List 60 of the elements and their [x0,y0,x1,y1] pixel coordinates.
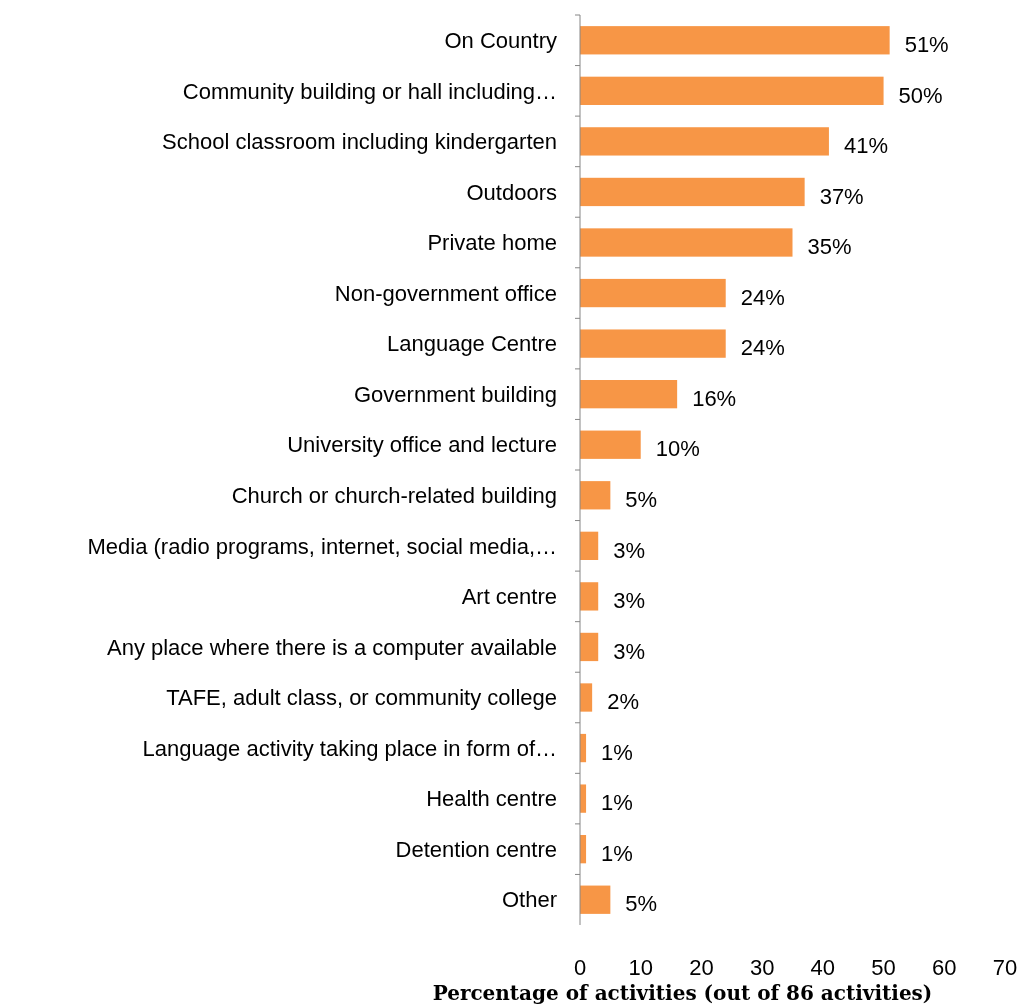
y-tick-label: Church or church-related building [231,482,557,508]
data-label: 3% [613,537,646,563]
y-tick-label: Non-government office [334,280,557,306]
bar [580,329,726,358]
x-tick-label: 0 [573,955,587,980]
data-label: 5% [625,891,658,917]
y-tick-label: University office and lecture [287,432,557,458]
y-tick-label: Private home [427,230,557,256]
y-tick-label: Community building or hall including… [182,78,557,104]
bar [580,127,829,156]
x-tick-label: 50 [871,955,896,980]
bar [580,278,726,308]
y-tick-label: Outdoors [466,179,557,205]
bar [580,582,599,611]
x-tick-label: 10 [628,955,653,980]
y-tick-label: Other [501,887,557,913]
data-label: 24% [740,284,785,310]
y-tick-label: On Country [444,27,557,53]
y-tick-label: Language Centre [386,331,557,357]
y-tick-label: Any place where there is a computer available [106,634,557,660]
bar [580,177,805,207]
y-tick-label: Language activity taking place in form of… [142,735,557,761]
bar [580,531,599,560]
data-label: 2% [607,689,639,715]
bar [580,885,611,914]
bar [580,430,641,459]
y-tick-label: Art centre [461,584,557,610]
data-label: 3% [613,638,646,664]
bar [580,380,678,409]
x-tick-label: 20 [689,955,714,980]
data-label: 5% [625,486,658,512]
data-label: 10% [655,436,700,462]
y-tick-label: Media (radio programs, internet, social media,… [87,533,557,559]
y-tick-label: TAFE, adult class, or community college [166,685,557,711]
y-tick-label: Detention centre [395,836,557,862]
data-label: 1% [601,739,633,765]
data-label: 35% [807,234,852,260]
x-axis-title: Percentage of activities (out of 86 activities) [432,981,933,1005]
data-label: 24% [740,335,785,361]
bar [580,26,890,55]
bar [580,76,884,105]
y-tick-label: Health centre [426,786,557,812]
y-tick-label: School classroom including kindergarten [162,129,557,155]
data-label: 41% [843,133,888,159]
bar [580,683,593,712]
x-tick-label: 30 [749,955,775,980]
bar [580,481,611,510]
x-tick-label: 40 [810,955,836,980]
y-tick-label: Government building [353,381,557,407]
data-label: 1% [601,840,633,866]
bar [580,228,793,257]
bar [580,632,599,662]
x-tick-label: 70 [992,955,1018,980]
data-label: 1% [601,790,633,816]
x-tick-label: 60 [932,955,957,980]
data-label: 16% [692,385,737,411]
data-label: 37% [819,183,864,209]
data-label: 51% [904,31,949,57]
data-label: 3% [613,588,646,614]
data-label: 50% [898,82,943,108]
